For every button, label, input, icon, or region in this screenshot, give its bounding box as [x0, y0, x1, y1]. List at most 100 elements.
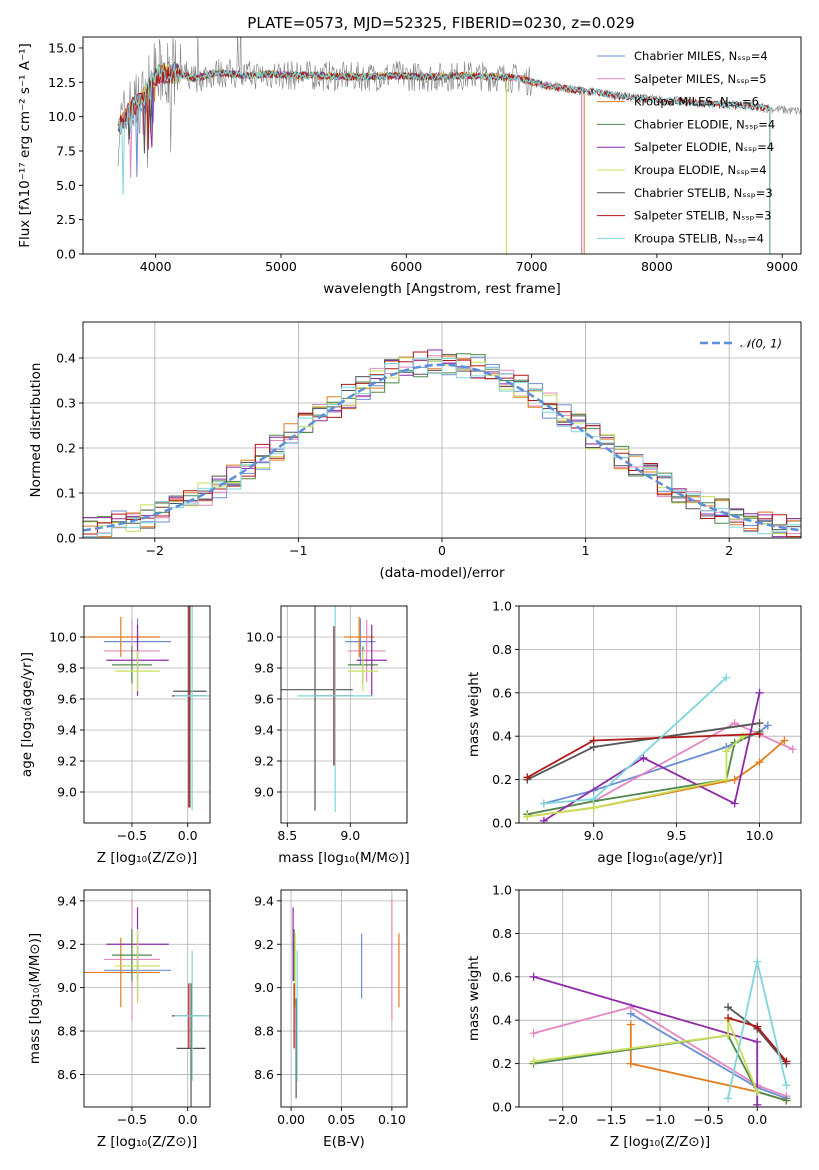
residuals-legend-label: 𝒩(0, 1): [740, 337, 782, 351]
weight_vs_z-series-marker: [753, 1087, 762, 1096]
spectrum-xtick-label: 5000: [265, 259, 297, 274]
weight_vs_z-series-marker: [724, 1094, 733, 1103]
age_vs_z-ytick-label: 9.6: [57, 692, 77, 707]
spectrum-frame: [82, 36, 802, 255]
mass_vs_z-xtick-label: 0.0: [178, 1112, 198, 1127]
weight_vs_z-xtick-label: 0.0: [747, 1112, 767, 1127]
spectrum-ytick-label: 15.0: [48, 40, 76, 55]
weight_vs_z-xtick-label: −1.0: [645, 1112, 675, 1127]
age_vs_z-ytick-label: 9.0: [57, 785, 77, 800]
spectrum-legend-label: Kroupa ELODIE, Nₛₛₚ=4: [634, 163, 767, 177]
residuals-ylabel: Normed distribution: [28, 363, 44, 498]
weight_vs_z-ytick-label: 0.4: [492, 1013, 512, 1028]
residuals-xtick-label: 2: [725, 543, 733, 558]
weight_vs_age-xlabel: age [log₁₀(age/yr)]: [597, 850, 722, 866]
weight_vs_z-series-marker: [626, 1059, 635, 1068]
mass_vs_ebv-ytick-label: 8.6: [254, 1067, 274, 1082]
weight_vs_z-series-line: [533, 1019, 759, 1093]
frame-layer: 4000 5000 6000 7000 8000 90000.02.55.07.510.0…: [17, 36, 802, 1150]
residuals-ytick-label: 0.3: [56, 396, 76, 411]
spectrum-legend-label: Kroupa STELIB, Nₛₛₚ=4: [634, 231, 764, 245]
residuals-ytick-label: 0.0: [56, 531, 76, 546]
weight_vs_z-series-marker: [724, 1031, 733, 1040]
weight_vs_z-series-marker: [753, 1100, 762, 1107]
age_vs_z-xlabel: Z [log₁₀(Z/Z⊙)]: [97, 850, 197, 866]
residuals-xtick-label: 1: [582, 543, 590, 558]
spectrum-legend-label: Salpeter STELIB, Nₛₛₚ=3: [634, 209, 772, 223]
weight_vs_z-ylabel: mass weight: [466, 956, 482, 1041]
age_vs_mass-ytick-label: 9.2: [254, 754, 274, 769]
spectrum-model-line: [142, 61, 507, 254]
spectrum-model-line: [117, 64, 771, 254]
weight_vs_age-ytick-label: 0.2: [492, 772, 512, 787]
spectrum-xlabel: wavelength [Angstrom, rest frame]: [323, 281, 561, 297]
weight_vs_z-series-marker: [753, 957, 762, 966]
weight_vs_z-ytick-label: 0.8: [492, 926, 512, 941]
age_vs_z-xtick-label: −0.5: [117, 828, 147, 843]
weight_vs_age-series-marker: [589, 795, 598, 804]
spectrum-model-line: [118, 63, 771, 254]
weight_vs_age-series-marker: [730, 719, 739, 728]
weight_vs_age-series-marker: [755, 688, 764, 697]
weight_vs_age-series-marker: [722, 747, 731, 756]
mass_vs_ebv-ytick-label: 9.0: [254, 980, 274, 995]
spectrum-legend-label: Salpeter ELODIE, Nₛₛₚ=4: [634, 140, 774, 154]
weight_vs_age-ylabel: mass weight: [466, 672, 482, 757]
weight_vs_z-ytick-label: 0.2: [492, 1056, 512, 1071]
mass_vs_z-frame: [83, 889, 211, 1108]
residuals-ytick-label: 0.2: [56, 441, 76, 456]
weight_vs_age-series-marker: [539, 799, 548, 808]
age_vs_z-xtick-label: 0.0: [178, 828, 198, 843]
weight_vs_z-ytick-label: 0.6: [492, 969, 512, 984]
age_vs_z-ytick-label: 9.4: [57, 723, 77, 738]
spectrum-model-line: [142, 63, 507, 254]
weight_vs_z-series-marker: [529, 1057, 538, 1066]
weight_vs_z-series-marker: [724, 1003, 733, 1012]
weight_vs_z-series-marker: [724, 1014, 733, 1023]
weight_vs_age-series-marker: [763, 721, 772, 730]
residuals-xtick-label: −1: [289, 543, 307, 558]
weight_vs_age-series-marker: [780, 736, 789, 745]
spectrum-legend-label: Kroupa MILES, Nₛₛₚ=6: [634, 95, 759, 109]
weight_vs_age-frame: [518, 605, 802, 824]
weight_vs_z-series-marker: [626, 1020, 635, 1029]
weight_vs_age-series-marker: [755, 719, 764, 728]
mass_vs_z-ylabel: mass [log₁₀(M/M⊙)]: [27, 933, 43, 1064]
weight_vs_age-xtick-label: 9.5: [667, 828, 687, 843]
weight_vs_z-ytick-label: 1.0: [492, 883, 512, 898]
spectrum-model-line: [117, 61, 771, 254]
age_vs_mass-xlabel: mass [log₁₀(M/M⊙)]: [278, 850, 409, 866]
mass_vs_z-ytick-label: 9.4: [57, 893, 77, 908]
weight_vs_age-series-marker: [722, 775, 731, 784]
weight_vs_z-xlabel: Z [log₁₀(Z/Z⊙)]: [610, 1134, 710, 1150]
weight_vs_age-xtick-label: 10.0: [746, 828, 774, 843]
weight_vs_age-series-marker: [722, 673, 731, 682]
mass_vs_z-ytick-label: 9.0: [57, 980, 77, 995]
weight_vs_z-xtick-label: −1.5: [596, 1112, 626, 1127]
residuals-ytick-label: 0.4: [56, 351, 76, 366]
weight_vs_age-ytick-label: 1.0: [492, 599, 512, 614]
weight_vs_age-series-marker: [639, 753, 648, 762]
weight_vs_z-xtick-label: −2.0: [548, 1112, 578, 1127]
spectrum-legend-label: Chabrier ELODIE, Nₛₛₚ=4: [634, 117, 775, 131]
weight_vs_age-series-marker: [539, 816, 548, 823]
spectrum-xtick-label: 4000: [140, 259, 172, 274]
figure-title: PLATE=0573, MJD=52325, FIBERID=0230, z=0…: [247, 14, 634, 32]
weight_vs_age-series-marker: [523, 773, 532, 782]
weight_vs_z-series-marker: [753, 1022, 762, 1031]
spectrum-legend-label: Salpeter MILES, Nₛₛₚ=5: [634, 72, 767, 86]
gaussian-curve-line: [83, 363, 801, 532]
spectrum-model-line: [117, 64, 583, 254]
age_vs_mass-ytick-label: 10.0: [246, 630, 274, 645]
mass_vs_ebv-frame: [280, 889, 408, 1108]
mass_vs_ebv-xtick-label: 0.10: [378, 1112, 406, 1127]
weight_vs_age-series-marker: [730, 799, 739, 808]
age_vs_mass-ytick-label: 9.0: [254, 785, 274, 800]
weight_vs_z-series-line: [533, 1006, 787, 1098]
residuals-xtick-label: 0: [438, 543, 446, 558]
age_vs_z-ytick-label: 9.2: [57, 754, 77, 769]
mass_vs_z-ytick-label: 8.6: [57, 1067, 77, 1082]
weight_vs_z-xtick-label: −0.5: [693, 1112, 723, 1127]
weight_vs_age-series-marker: [523, 812, 532, 821]
